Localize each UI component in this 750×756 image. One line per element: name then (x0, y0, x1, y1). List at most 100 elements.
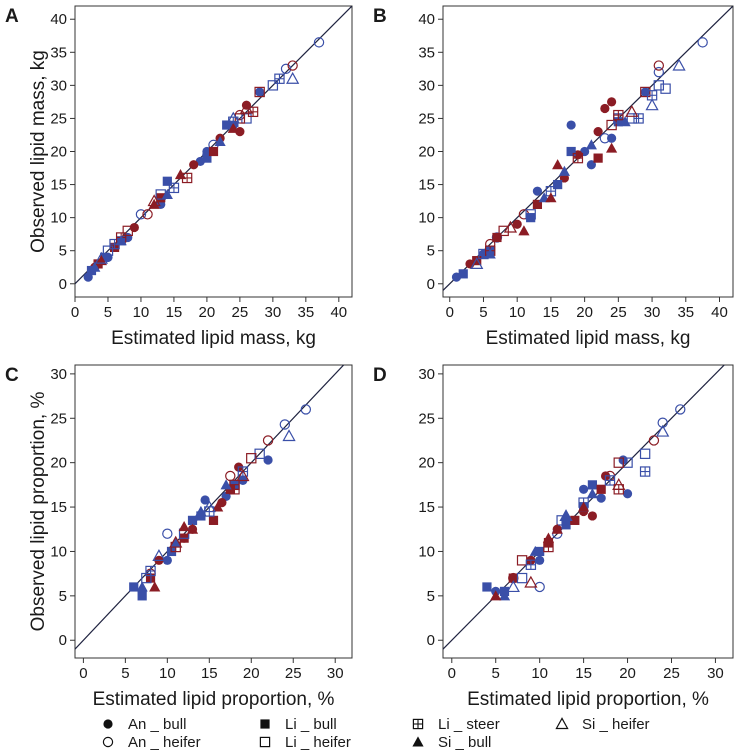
data-point (593, 127, 603, 137)
data-point (129, 582, 139, 592)
y-tick-label: 5 (59, 243, 67, 260)
data-point (280, 63, 292, 75)
data-point (222, 120, 232, 130)
legend-label: Si _ bull (438, 734, 491, 751)
y-axis-label: Observed lipid proportion, % (28, 392, 49, 632)
legend-group: Li (285, 716, 297, 733)
data-point (529, 545, 541, 556)
x-tick-label: 5 (121, 665, 129, 682)
data-point (267, 80, 279, 91)
data-point (274, 73, 285, 84)
data-point (168, 182, 180, 194)
plot-frame (442, 364, 734, 659)
y-axis-label: Observed lipid mass, kg (28, 50, 49, 253)
legend-marker (412, 736, 424, 747)
data-point (516, 572, 528, 584)
data-point (115, 235, 127, 246)
data-point (551, 523, 563, 534)
data-point (516, 555, 528, 566)
data-point (639, 466, 651, 477)
x-tick-label: 0 (448, 665, 456, 682)
panel-letter: A (5, 6, 19, 27)
data-point (300, 404, 312, 415)
data-point (226, 111, 240, 124)
data-point (599, 133, 611, 144)
data-point (225, 470, 236, 482)
panel-letter: B (373, 6, 387, 27)
x-tick-label: 0 (446, 304, 454, 321)
x-tick-label: 15 (201, 665, 218, 682)
data-point (525, 559, 537, 570)
data-point (498, 590, 511, 601)
data-point (195, 505, 207, 516)
data-point (208, 146, 219, 157)
data-point (208, 515, 219, 525)
data-point (492, 232, 502, 243)
plot-frame (74, 364, 353, 659)
x-tick-label: 25 (663, 665, 680, 682)
data-point (100, 252, 110, 262)
data-point (458, 269, 468, 279)
data-point (235, 127, 245, 137)
data-point (236, 469, 250, 482)
legend-label: An _ heifer (128, 734, 201, 751)
data-point (526, 213, 536, 223)
legend-sex: steer (466, 716, 499, 733)
data-point (142, 209, 153, 220)
legend-item: An _ heifer (102, 734, 201, 751)
data-point (585, 139, 597, 150)
data-point (89, 261, 101, 272)
y-tick-label: 20 (418, 455, 435, 472)
data-point (596, 484, 606, 494)
legend-separator: _ (297, 734, 314, 751)
data-point (212, 501, 224, 512)
x-tick-label: 35 (677, 304, 694, 321)
data-point (135, 209, 147, 220)
data-point (148, 198, 160, 209)
data-point (653, 66, 665, 78)
data-point (579, 484, 589, 494)
data-point (552, 159, 564, 170)
x-tick-label: 30 (707, 665, 724, 682)
data-point (137, 591, 147, 601)
x-tick-label: 40 (711, 304, 728, 321)
panel-A: 0 5 10 15 20 25 30 35 40 0 5 10 15 20 25 30 35 40 Estimate… (5, 5, 353, 349)
data-point (508, 573, 518, 583)
data-point (612, 478, 626, 490)
y-tick-label: 0 (59, 276, 67, 293)
x-tick-label: 25 (285, 665, 302, 682)
data-point (255, 87, 265, 97)
legend-label: Li _ heifer (285, 734, 351, 751)
legend-group: Li (285, 734, 297, 751)
data-point (607, 97, 617, 107)
legend-group: Li (438, 716, 450, 733)
legend-separator: _ (146, 716, 163, 733)
data-point (625, 104, 639, 117)
y-tick-label: 25 (50, 410, 67, 427)
data-point (178, 520, 190, 532)
data-point (484, 248, 496, 259)
data-point (525, 209, 536, 220)
legend-label: Si _ heifer (582, 716, 650, 733)
legend-separator: _ (450, 716, 467, 733)
data-point (129, 222, 139, 233)
data-point (262, 435, 274, 446)
x-tick-label: 20 (619, 665, 636, 682)
legend-label: Li _ bull (285, 716, 337, 733)
data-point (586, 488, 598, 499)
y-tick-label: 25 (418, 410, 435, 427)
x-tick-label: 25 (610, 304, 627, 321)
x-tick-label: 0 (79, 665, 87, 682)
x-axis-label: Estimated lipid proportion, % (467, 689, 709, 710)
data-point (189, 160, 199, 170)
data-point (202, 153, 212, 163)
data-point (282, 429, 296, 442)
legend-marker (259, 736, 271, 748)
panels-layer: 0 5 10 15 20 25 30 35 40 0 5 10 15 20 25 30 35 40 Estimate… (5, 5, 734, 710)
data-point (542, 532, 555, 543)
data-point (600, 103, 610, 114)
y-tick-label: 5 (427, 243, 435, 260)
y-tick-label: 15 (418, 177, 435, 194)
data-point (279, 419, 291, 430)
